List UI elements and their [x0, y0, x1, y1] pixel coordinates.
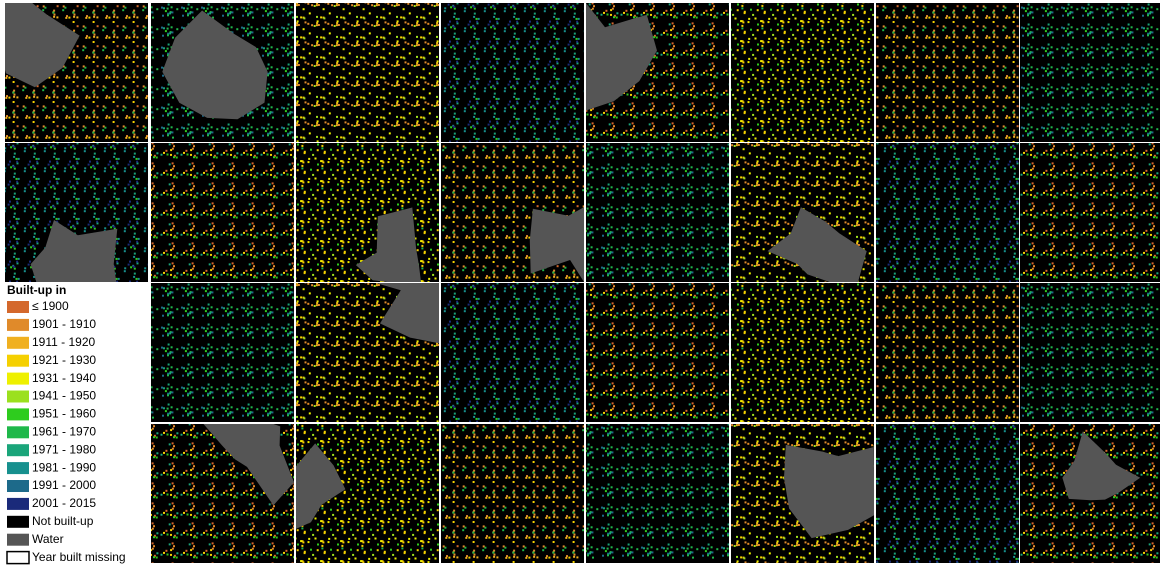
tile-buildings [876, 283, 1019, 422]
map-tile [586, 143, 729, 282]
water [767, 207, 867, 282]
tile-buildings [1020, 283, 1160, 422]
map-tile [151, 424, 294, 563]
map-tile [586, 3, 729, 142]
map-tile [441, 283, 584, 422]
water [1062, 431, 1141, 501]
tile-buildings [441, 424, 584, 563]
tile-buildings [151, 143, 294, 282]
legend-label: 1981 - 1990 [32, 460, 96, 474]
legend-label: 1961 - 1970 [32, 424, 96, 438]
map-tile [876, 424, 1019, 563]
legend-label: ≤ 1900 [32, 299, 69, 313]
legend-label: 1901 - 1910 [32, 317, 96, 331]
legend-swatch [7, 533, 29, 546]
water [296, 443, 346, 529]
legend-label: 1911 - 1920 [32, 335, 95, 349]
legend-swatch [7, 390, 29, 403]
map-tile [731, 143, 874, 282]
water [30, 220, 118, 282]
tile-buildings [441, 3, 584, 142]
map-tile [151, 3, 294, 142]
map-tile [876, 283, 1019, 422]
map-tile [731, 283, 874, 422]
tile-buildings [586, 424, 729, 563]
legend-swatch [7, 301, 29, 313]
map-tile [586, 424, 729, 563]
map-tile [441, 424, 584, 563]
legend-swatch [7, 480, 29, 492]
legend-label: 2001 - 2015 [32, 496, 96, 510]
legend-swatch [7, 318, 29, 331]
water [375, 283, 439, 344]
legend-label: 1971 - 1980 [32, 442, 96, 456]
legend-label: 1941 - 1950 [32, 389, 96, 403]
tile-buildings [731, 3, 874, 142]
legend: Built-up in ≤ 1900 1901 - 1910 1911 - 1920… [6, 283, 126, 565]
map-tile [731, 3, 874, 142]
map-tile [296, 3, 439, 142]
water [162, 10, 268, 120]
map-tile [296, 424, 439, 563]
water [529, 207, 584, 282]
map-tile [731, 424, 874, 563]
water [784, 444, 874, 539]
tile-buildings [876, 143, 1019, 282]
map-tile [441, 143, 584, 282]
map-tile [296, 143, 439, 282]
map-tile [5, 143, 148, 282]
legend-swatch [7, 354, 29, 367]
map-tile [1020, 424, 1160, 563]
tile-buildings [876, 3, 1019, 142]
legend-label: 1921 - 1930 [32, 353, 96, 367]
legend-title: Built-up in [7, 283, 66, 297]
legend-swatch [6, 550, 30, 565]
tile-buildings [876, 424, 1019, 563]
tile-buildings [1020, 3, 1160, 142]
map-tile [876, 143, 1019, 282]
legend-label: 1951 - 1960 [32, 407, 96, 421]
map-tile [296, 283, 439, 422]
map-tile [5, 3, 148, 142]
tile-buildings [731, 283, 874, 422]
water [586, 3, 657, 111]
map-tile [586, 283, 729, 422]
legend-label: Year built missing [32, 550, 126, 564]
legend-swatch [7, 372, 29, 385]
legend-label: 1991 - 2000 [32, 478, 96, 492]
legend-swatch [7, 426, 29, 439]
tile-buildings [151, 283, 294, 422]
map-tile [1020, 3, 1160, 142]
tiles [5, 3, 1160, 563]
legend-label: 1931 - 1940 [32, 371, 96, 385]
map-tile [1020, 283, 1160, 422]
legend-swatch [7, 444, 29, 457]
tile-buildings [441, 283, 584, 422]
legend-label: Not built-up [32, 514, 94, 528]
water [355, 207, 421, 282]
map-tile [876, 3, 1019, 142]
tile-buildings [586, 143, 729, 282]
legend-swatch [7, 408, 29, 421]
water [203, 424, 294, 506]
tile-buildings [586, 283, 729, 422]
legend-swatch [7, 462, 29, 475]
map-tile [1020, 143, 1160, 282]
map-tile [151, 283, 294, 422]
map-tile [151, 143, 294, 282]
legend-swatch [7, 515, 29, 528]
map-tile [441, 3, 584, 142]
tile-buildings [296, 3, 439, 142]
legend-swatch [7, 497, 29, 510]
legend-label: Water [32, 532, 64, 546]
tile-buildings [1020, 143, 1160, 282]
water [5, 3, 80, 88]
legend-swatch [7, 336, 29, 349]
